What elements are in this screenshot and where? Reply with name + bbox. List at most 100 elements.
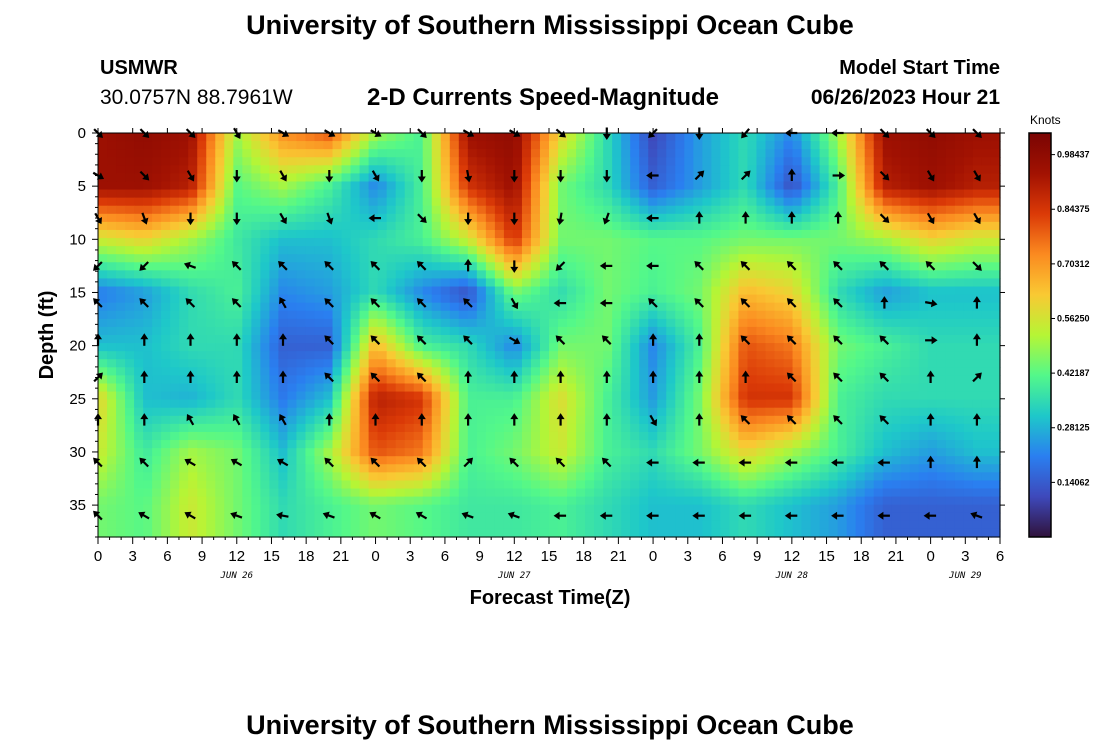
- heatmap-cell: [242, 278, 252, 288]
- heatmap-cell: [269, 375, 279, 385]
- heatmap-cell: [503, 440, 514, 449]
- heatmap-cell: [233, 464, 243, 473]
- heatmap-cell: [891, 246, 902, 255]
- heatmap-cell: [675, 189, 685, 199]
- heatmap-cell: [549, 205, 559, 215]
- heatmap-cell: [188, 238, 198, 247]
- heatmap-cell: [639, 173, 649, 183]
- heatmap-cell: [963, 310, 974, 320]
- heatmap-cell: [774, 246, 785, 255]
- heatmap-cell: [945, 512, 956, 522]
- heatmap-cell: [368, 229, 379, 239]
- heatmap-cell: [242, 359, 252, 368]
- heatmap-cell: [359, 181, 370, 191]
- heatmap-cell: [783, 246, 794, 255]
- heatmap-cell: [197, 528, 207, 538]
- heatmap-cell: [386, 173, 397, 183]
- heatmap-cell: [305, 157, 316, 166]
- heatmap-cell: [179, 246, 189, 255]
- heatmap-cell: [738, 229, 749, 239]
- heatmap-cell: [585, 310, 595, 320]
- heatmap-cell: [197, 189, 207, 199]
- heatmap-cell: [549, 254, 559, 263]
- heatmap-cell: [440, 286, 451, 296]
- heatmap-cell: [197, 496, 207, 506]
- heatmap-cell: [864, 375, 875, 385]
- heatmap-cell: [594, 141, 604, 150]
- heatmap-cell: [242, 431, 252, 441]
- heatmap-cell: [161, 157, 171, 166]
- heatmap-cell: [720, 351, 730, 360]
- heatmap-cell: [981, 431, 992, 441]
- heatmap-cell: [918, 238, 929, 247]
- heatmap-cell: [846, 464, 857, 473]
- heatmap-cell: [269, 246, 279, 255]
- heatmap-cell: [837, 391, 848, 401]
- heatmap-cell: [738, 189, 749, 199]
- heatmap-cell: [314, 383, 325, 393]
- heatmap-cell: [792, 133, 803, 142]
- heatmap-cell: [891, 383, 902, 393]
- heatmap-cell: [594, 294, 604, 304]
- heatmap-cell: [774, 318, 785, 328]
- heatmap-cell: [864, 415, 875, 425]
- heatmap-cell: [134, 431, 144, 441]
- heatmap-cell: [197, 472, 207, 482]
- heatmap-cell: [215, 407, 225, 417]
- heatmap-cell: [512, 343, 523, 352]
- heatmap-cell: [945, 141, 956, 150]
- heatmap-cell: [449, 440, 460, 449]
- heatmap-cell: [648, 294, 658, 304]
- heatmap-cell: [251, 213, 261, 223]
- heatmap-cell: [765, 472, 776, 482]
- heatmap-cell: [873, 213, 884, 223]
- heatmap-cell: [603, 351, 613, 360]
- heatmap-cell: [179, 149, 189, 158]
- heatmap-cell: [323, 133, 334, 142]
- heatmap-cell: [954, 383, 965, 393]
- heatmap-cell: [323, 351, 334, 360]
- heatmap-cell: [828, 448, 839, 457]
- heatmap-cell: [684, 246, 694, 255]
- heatmap-cell: [269, 262, 279, 271]
- heatmap-cell: [720, 448, 730, 457]
- heatmap-cell: [197, 351, 207, 360]
- heatmap-cell: [377, 173, 388, 183]
- heatmap-cell: [179, 399, 189, 409]
- heatmap-cell: [909, 456, 920, 465]
- heatmap-cell: [873, 431, 884, 441]
- heatmap-cell: [603, 496, 613, 506]
- heatmap-cell: [215, 238, 225, 247]
- heatmap-cell: [179, 504, 189, 514]
- heatmap-cell: [639, 213, 649, 223]
- heatmap-cell: [918, 205, 929, 215]
- heatmap-cell: [774, 229, 785, 239]
- heatmap-cell: [873, 456, 884, 465]
- heatmap-cell: [720, 181, 730, 191]
- heatmap-cell: [675, 254, 685, 263]
- heatmap-cell: [747, 512, 758, 522]
- heatmap-cell: [756, 407, 767, 417]
- heatmap-cell: [882, 141, 893, 150]
- heatmap-cell: [558, 520, 568, 530]
- heatmap-cell: [323, 496, 334, 506]
- heatmap-cell: [603, 181, 613, 191]
- heatmap-cell: [359, 448, 370, 457]
- heatmap-cell: [395, 157, 406, 166]
- heatmap-cell: [900, 221, 911, 231]
- heatmap-cell: [648, 238, 658, 247]
- heatmap-cell: [476, 407, 487, 417]
- heatmap-cell: [729, 213, 740, 223]
- heatmap-cell: [188, 189, 198, 199]
- heatmap-cell: [359, 472, 370, 482]
- heatmap-cell: [684, 318, 694, 328]
- heatmap-cell: [747, 343, 758, 352]
- heatmap-cell: [882, 335, 893, 344]
- heatmap-cell: [657, 310, 667, 320]
- heatmap-cell: [233, 480, 243, 490]
- heatmap-cell: [152, 472, 162, 482]
- heatmap-cell: [449, 173, 460, 183]
- heatmap-cell: [413, 504, 424, 514]
- heatmap-cell: [341, 464, 352, 473]
- heatmap-cell: [251, 197, 261, 207]
